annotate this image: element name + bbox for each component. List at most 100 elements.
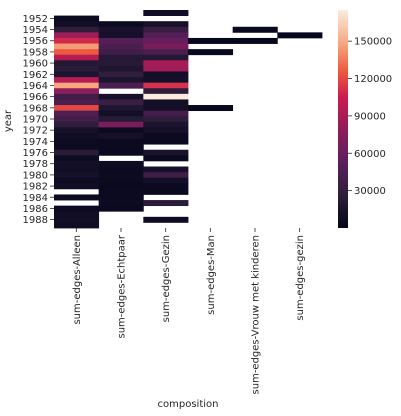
x-axis-title: composition: [158, 399, 219, 410]
heatmap-cell: [54, 155, 100, 162]
heatmap-cell: [54, 60, 100, 67]
heatmap-cell: [54, 138, 100, 145]
heatmap-cell: [232, 37, 278, 44]
x-tick-label: sum-edges-Alleen: [72, 235, 83, 325]
y-tick-label: 1968: [23, 103, 48, 114]
heatmap-cell: [54, 82, 100, 89]
heatmap-cell: [54, 205, 100, 212]
heatmap-cell: [98, 26, 144, 33]
x-tick-label: sum-edges-gezin: [295, 235, 306, 321]
heatmap-cell: [54, 211, 100, 218]
heatmap-cell: [98, 127, 144, 134]
y-tick-label: 1956: [23, 36, 48, 47]
y-tick-label: 1986: [23, 204, 48, 215]
heatmap-cell: [98, 138, 144, 145]
heatmap-cell: [98, 166, 144, 173]
heatmap-cell: [98, 160, 144, 167]
y-tick-label: 1954: [23, 25, 48, 36]
y-axis-title: year: [3, 109, 14, 132]
heatmap-cell: [98, 116, 144, 123]
heatmap-cell: [143, 127, 189, 134]
heatmap-cell: [143, 82, 189, 89]
heatmap-cell: [98, 132, 144, 139]
heatmap-cell: [143, 88, 189, 95]
heatmap-cell: [98, 65, 144, 72]
heatmap-cell: [143, 132, 189, 139]
heatmap-cell: [98, 177, 144, 184]
heatmap-cell: [277, 32, 323, 39]
x-tick-label: sum-edges-Echtpaar: [117, 234, 128, 338]
colorbar-gradient: [338, 10, 348, 228]
y-tick-label: 1964: [23, 81, 48, 92]
heatmap-cell: [143, 188, 189, 195]
heatmap-cell: [143, 183, 189, 190]
y-tick-label: 1976: [23, 148, 48, 159]
x-axis-ticks: sum-edges-Alleen sum-edges-Echtpaar sum-ed…: [72, 228, 306, 394]
heatmap-cell: [54, 222, 100, 229]
heatmap-cell: [143, 177, 189, 184]
heatmap-cell: [54, 32, 100, 39]
heatmap-cell: [143, 10, 189, 16]
y-tick-label: 1984: [23, 193, 48, 204]
heatmap-cell: [143, 37, 189, 44]
heatmap-cell: [54, 77, 100, 84]
heatmap-cell: [143, 21, 189, 28]
heatmap-cell: [143, 116, 189, 123]
heatmap-cell: [54, 144, 100, 151]
x-tick-label: sum-edges-Gezin: [161, 235, 172, 322]
heatmap-cell: [98, 54, 144, 61]
x-tick-label: sum-edges-Man: [206, 235, 217, 315]
heatmap-cell: [143, 149, 189, 156]
heatmap-cell: [54, 37, 100, 44]
y-tick-label: 1962: [23, 70, 48, 81]
heatmap-cell: [143, 93, 189, 100]
heatmap-cell: [54, 160, 100, 167]
heatmap-cell: [98, 149, 144, 156]
heatmap-cell: [143, 216, 189, 223]
heatmap-cell: [54, 216, 100, 223]
heatmap-cell: [98, 144, 144, 151]
heatmap-cell: [54, 43, 100, 50]
heatmap-cell: [143, 54, 189, 61]
heatmap-cell: [54, 49, 100, 56]
heatmap-cell: [54, 26, 100, 33]
y-tick-label: 1974: [23, 137, 48, 148]
heatmap-cell: [143, 138, 189, 145]
heatmap-cell: [54, 177, 100, 184]
heatmap-cell: [98, 121, 144, 128]
heatmap-cell: [98, 99, 144, 106]
colorbar-ticks: 30000 60000 90000 120000 150000: [348, 37, 392, 197]
heatmap-cell: [54, 15, 100, 22]
heatmap-cells: [54, 10, 323, 229]
heatmap-cell: [98, 183, 144, 190]
heatmap-cell: [188, 37, 234, 44]
heatmap-cell: [54, 21, 100, 28]
heatmap-cell: [98, 110, 144, 117]
heatmap-cell: [143, 26, 189, 33]
heatmap-cell: [232, 26, 278, 33]
heatmap-cell: [54, 110, 100, 117]
heatmap-cell: [143, 105, 189, 112]
heatmap-cell: [143, 200, 189, 207]
heatmap-cell: [98, 194, 144, 201]
heatmap-cell: [54, 166, 100, 173]
heatmap-cell: [143, 65, 189, 72]
heatmap-cell: [54, 149, 100, 156]
x-tick-label: sum-edges-Vrouw met kinderen: [251, 235, 262, 394]
heatmap-cell: [98, 37, 144, 44]
heatmap-cell: [54, 54, 100, 61]
heatmap-cell: [143, 71, 189, 78]
heatmap-cell: [54, 105, 100, 112]
y-tick-label: 1970: [23, 115, 48, 126]
heatmap-cell: [98, 93, 144, 100]
heatmap-cell: [54, 194, 100, 201]
heatmap-cell: [143, 172, 189, 179]
heatmap-cell: [188, 105, 234, 112]
heatmap-cell: [54, 121, 100, 128]
colorbar: 30000 60000 90000 120000 150000: [338, 10, 392, 228]
heatmap-cell: [54, 99, 100, 106]
colorbar-tick-label: 60000: [354, 149, 386, 160]
heatmap-cell: [98, 21, 144, 28]
colorbar-tick-label: 120000: [354, 74, 392, 85]
